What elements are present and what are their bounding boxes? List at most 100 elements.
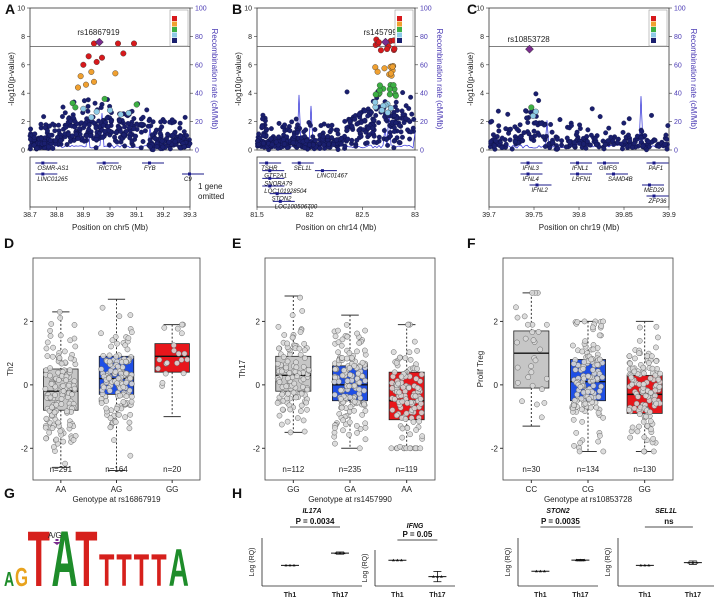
- snp-point: [531, 128, 537, 134]
- omitted-note-line2: omitted: [198, 192, 224, 201]
- gene-track-B: TSHR SEL1L GTF2A1 LINC01467 SNORA79 LOC101928…: [256, 156, 416, 210]
- count-label: n=130: [633, 465, 656, 474]
- snp-point: [256, 142, 262, 148]
- snp-point: [489, 118, 495, 124]
- data-point: [57, 315, 64, 321]
- snp-point: [606, 125, 612, 131]
- y-axis-label-C: -log10(p-value): [466, 52, 475, 106]
- data-point: [171, 347, 177, 354]
- data-point: [339, 372, 346, 379]
- box-panel-E: -2 0 2 Th17 n=112 GG n=235 GA n=119 AA Genotype at…: [238, 257, 436, 504]
- allele-label: A/G: [48, 531, 62, 540]
- data-point: [594, 361, 601, 368]
- data-point: [640, 364, 647, 371]
- data-point: [362, 377, 368, 384]
- data-point: [337, 387, 344, 394]
- snp-point: [310, 134, 316, 140]
- snp-point: [589, 106, 595, 112]
- count-label: n=119: [396, 465, 418, 474]
- gene-exon: [652, 161, 656, 165]
- x-tick-label: Th1: [284, 592, 297, 599]
- data-point: [42, 386, 49, 392]
- snp-point: [338, 141, 344, 147]
- data-point: [582, 400, 589, 407]
- data-point: [289, 312, 296, 319]
- data-point: [301, 428, 308, 435]
- gene-label: LOC101928504: [264, 189, 307, 195]
- gene-label: FYB: [144, 166, 156, 172]
- data-point: [47, 394, 54, 401]
- snp-point: [276, 134, 282, 140]
- data-point: [116, 313, 123, 320]
- snp-point: [342, 118, 348, 124]
- x-tick-label: 39.85: [615, 212, 633, 219]
- snp-point: [302, 133, 308, 139]
- data-point: [127, 312, 134, 318]
- snp-point: [92, 100, 98, 106]
- gene-exon: [526, 161, 530, 165]
- jitter-points: [42, 309, 79, 467]
- data-point: [55, 419, 62, 426]
- data-point: [361, 387, 367, 394]
- legend-swatch: [651, 38, 656, 43]
- y-tick-label: 2: [24, 317, 29, 326]
- snp-point: [388, 133, 393, 139]
- data-point: [407, 445, 413, 452]
- snp-point: [147, 144, 153, 150]
- data-point: [293, 364, 300, 371]
- data-point: [627, 360, 633, 367]
- data-point: [331, 429, 338, 436]
- data-point: [513, 304, 519, 311]
- data-point: [590, 346, 597, 353]
- data-point: [47, 333, 54, 339]
- data-point: [359, 412, 365, 418]
- snp-point: [166, 139, 172, 145]
- snp-point: [408, 94, 414, 100]
- gene-track-C: IFNL3 IFNL1 GMFG PAF1 IFNL4 LRFN1 SAMD4B IFNL2 M…: [488, 156, 670, 208]
- data-point: [588, 356, 595, 363]
- snp-point: [177, 125, 183, 131]
- data-point: [413, 375, 419, 382]
- data-point: [57, 428, 64, 435]
- data-point: [112, 419, 119, 425]
- data-point: [107, 424, 114, 431]
- snp-point: [62, 110, 68, 116]
- data-point: [112, 333, 119, 340]
- legend-swatch: [397, 16, 402, 21]
- snp-point: [381, 128, 387, 133]
- data-point: [574, 319, 581, 325]
- data-point: [67, 337, 74, 344]
- snp-point: [409, 111, 415, 117]
- snp-point: [131, 126, 137, 132]
- ld-snp-point: [392, 92, 399, 99]
- snp-point: [605, 138, 611, 144]
- data-point: [570, 416, 577, 423]
- data-point: [595, 409, 602, 416]
- y-axis-label: Log (RQ): [505, 548, 512, 577]
- p-value-label: P = 0.05: [402, 530, 432, 539]
- data-point: [597, 432, 603, 439]
- y2-axis-B: 0 20 40 60 80 100: [415, 6, 432, 155]
- data-point: [58, 395, 65, 402]
- legend-swatch: [172, 21, 177, 27]
- qpcr-panel-il17a: IL17A Log (RQ) P = 0.0034 Th1 Th17: [249, 508, 362, 599]
- panel-label-E: E: [232, 235, 241, 251]
- box-gg: n=20 GG: [154, 321, 191, 494]
- snp-point: [587, 142, 593, 148]
- y-tick-label: 0: [480, 148, 484, 155]
- data-point: [587, 404, 594, 411]
- data-point: [391, 369, 398, 376]
- ld-snp-point: [88, 114, 95, 121]
- data-point: [338, 342, 345, 349]
- replicate-point: [439, 575, 443, 578]
- y-axis-B: 0 2 4 6 8 10: [244, 6, 257, 155]
- snp-point: [526, 131, 532, 137]
- replicate-point: [582, 558, 586, 562]
- snp-point: [334, 137, 339, 143]
- ld-snp-point: [125, 110, 132, 117]
- legend-swatch: [172, 27, 177, 32]
- x-tick-label: Th17: [429, 592, 445, 599]
- snp-point: [344, 89, 350, 95]
- data-point: [300, 364, 307, 370]
- data-point: [116, 411, 122, 418]
